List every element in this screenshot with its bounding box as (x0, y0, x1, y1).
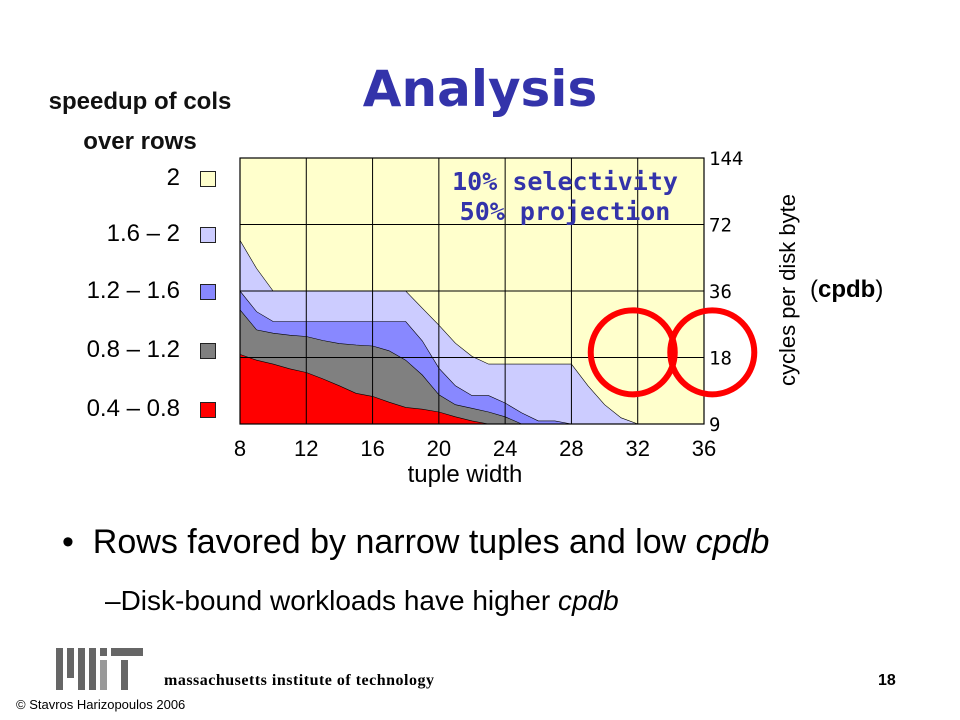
chart-annotation: 10% selectivity 50% projection (420, 167, 710, 227)
bullet-point-1: • Rows favored by narrow tuples and low … (62, 523, 769, 562)
y-tick-label-3: 18 (709, 348, 732, 370)
x-tick-label-7: 36 (692, 436, 716, 461)
y-axis-label-abbrev: (cpdb) (810, 276, 883, 304)
x-tick-label-2: 16 (360, 436, 384, 461)
legend-item: 1.6 – 2 (0, 214, 216, 254)
paren-close: ) (875, 276, 884, 303)
bullet-dot: • (62, 523, 93, 561)
x-tick-label-3: 20 (427, 436, 451, 461)
y-axis-label: cycles per disk byte (775, 194, 800, 386)
legend-title: speedup of cols over rows (48, 88, 232, 155)
legend-label: 0.4 – 0.8 (86, 395, 180, 422)
legend-label: 1.6 – 2 (106, 220, 180, 247)
y-tick-label-1: 72 (709, 215, 732, 237)
annotation-projection: 50% projection (459, 197, 671, 226)
paren-open: ( (810, 276, 818, 303)
sub-bullet-1: –Disk-bound workloads have higher cpdb (105, 585, 619, 617)
slide-title: Analysis (362, 60, 598, 118)
x-tick-label-1: 12 (294, 436, 318, 461)
x-tick-label-5: 28 (559, 436, 583, 461)
footer-institution: massachusetts institute of technology (164, 672, 435, 689)
legend-label: 1.2 – 1.6 (86, 277, 180, 304)
plot-frame (239, 157, 705, 425)
annotation-selectivity: 10% selectivity (452, 167, 678, 196)
legend-swatch (200, 227, 216, 243)
x-tick-label-6: 32 (625, 436, 649, 461)
legend-label: 0.8 – 1.2 (86, 336, 180, 363)
legend-item: 0.4 – 0.8 (0, 389, 216, 429)
legend-item: 0.8 – 1.2 (0, 330, 216, 370)
x-tick-label-4: 24 (493, 436, 517, 461)
highlight-circle-0 (587, 307, 678, 398)
legend-label: 2 (166, 164, 180, 191)
legend-swatch (200, 171, 216, 187)
page-number: 18 (878, 672, 896, 689)
bullet1-emphasis: cpdb (695, 523, 770, 561)
sub-bullet-dash: – (105, 585, 121, 616)
highlight-circle-1 (667, 307, 758, 398)
bullet2-emphasis: cpdb (557, 585, 619, 616)
legend-swatch (200, 402, 216, 418)
legend-swatch (200, 284, 216, 300)
copyright: © Stavros Harizopoulos 2006 (16, 697, 186, 712)
legend-item: 1.2 – 1.6 (0, 271, 216, 311)
bullet1-text: Rows favored by narrow tuples and low (92, 523, 696, 561)
bullet2-text: Disk-bound workloads have higher (120, 585, 558, 616)
mit-logo (56, 648, 143, 690)
x-tick-label-0: 8 (234, 436, 246, 461)
x-axis-label: tuple width (407, 461, 523, 488)
legend-swatch (200, 343, 216, 359)
legend-item: 2 (0, 158, 216, 198)
y-tick-label-4: 9 (709, 414, 720, 436)
y-tick-label-2: 36 (709, 281, 732, 303)
cpdb-abbrev: cpdb (818, 276, 876, 303)
y-tick-label-0: 144 (709, 148, 743, 170)
